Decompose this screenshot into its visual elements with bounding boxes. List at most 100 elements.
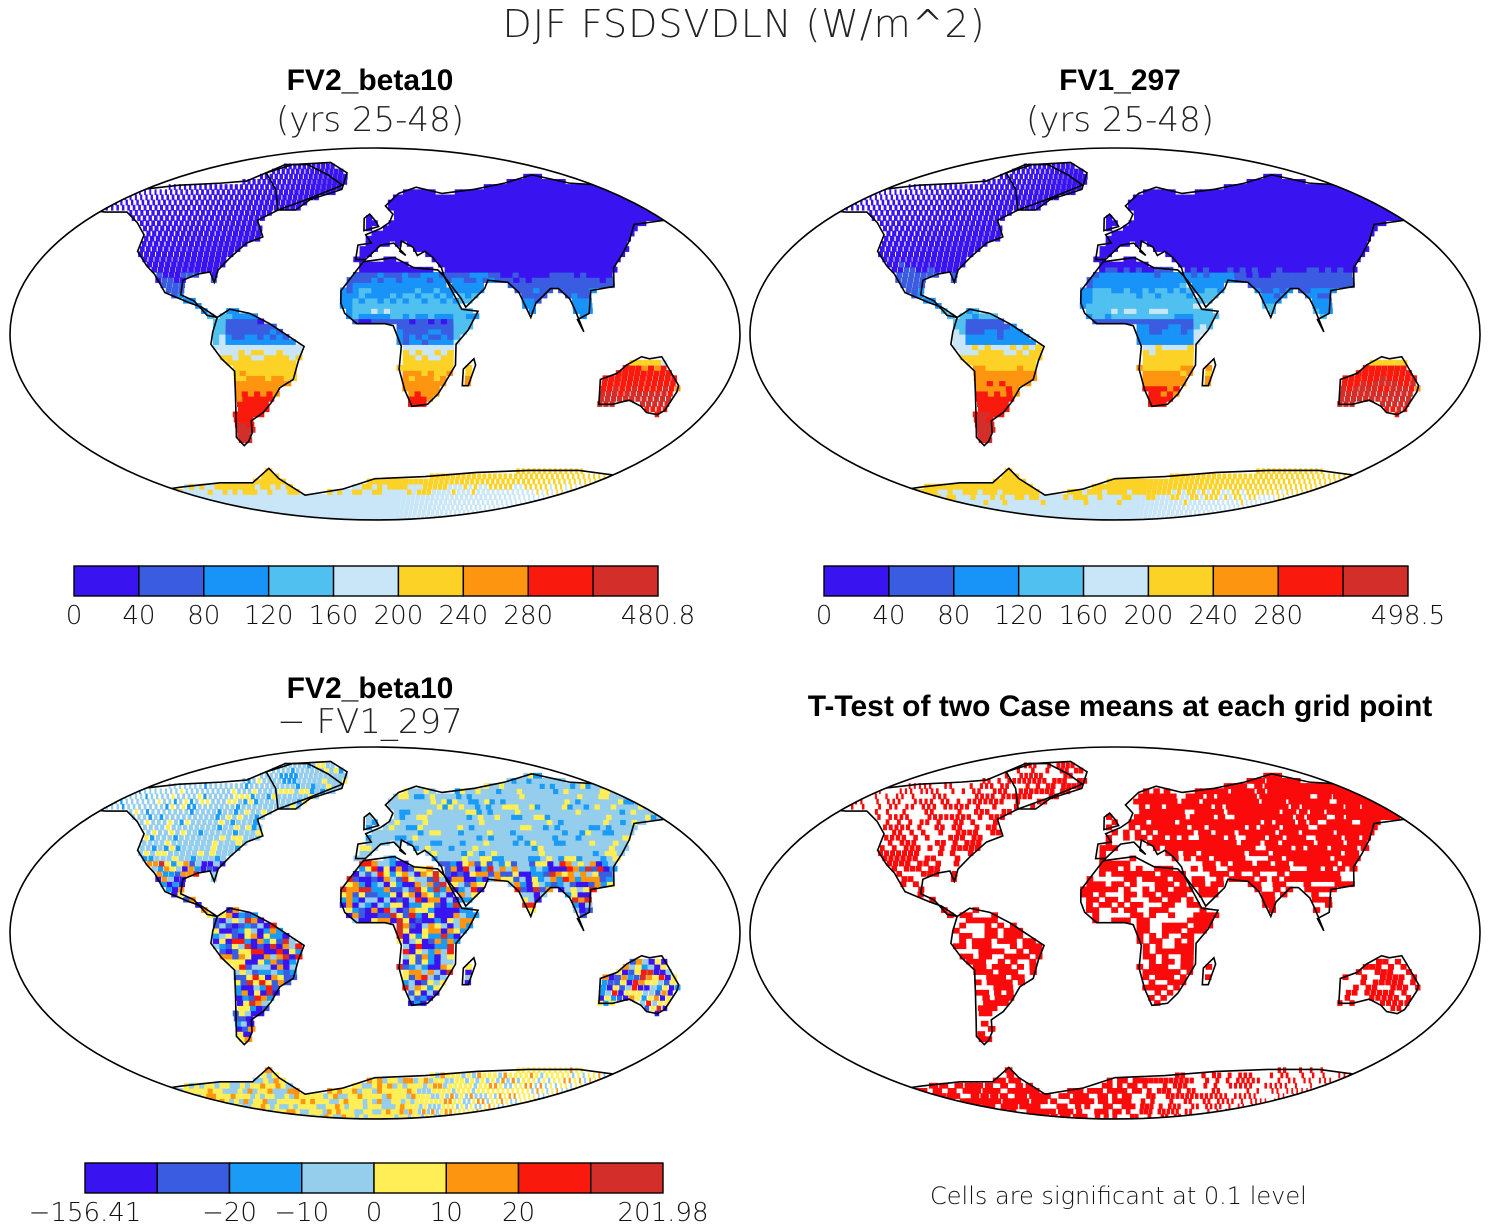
grid-cell (848, 494, 861, 500)
grid-cell (1303, 478, 1306, 485)
grid-cell (572, 204, 582, 211)
grid-cell (272, 489, 281, 495)
grid-cell (1143, 514, 1148, 520)
grid-cell (238, 411, 247, 418)
grid-cell (574, 277, 583, 283)
grid-cell (544, 483, 547, 490)
grid-cell (129, 210, 133, 216)
grid-cell (1278, 251, 1287, 258)
grid-cell (972, 318, 979, 325)
grid-cell (650, 215, 661, 221)
grid-cell (888, 256, 894, 263)
grid-cell (204, 184, 207, 190)
grid-cell (976, 396, 984, 402)
grid-cell (1259, 483, 1263, 490)
grid-cell (478, 483, 483, 490)
grid-cell (275, 483, 283, 490)
grid-cell (366, 483, 373, 490)
grid-cell (996, 406, 1004, 413)
grid-cell (284, 173, 288, 180)
grid-cell (1174, 225, 1182, 232)
grid-cell (990, 411, 999, 418)
grid-cell (1009, 328, 1017, 335)
grid-cell (1282, 241, 1291, 247)
grid-cell (249, 401, 257, 407)
grid-cell (259, 385, 267, 392)
grid-cell (888, 225, 893, 232)
grid-cell (440, 303, 448, 309)
grid-cell (974, 421, 983, 428)
grid-cell (570, 256, 579, 263)
grid-cell (955, 251, 962, 258)
grid-cell (561, 489, 563, 495)
grid-cell (169, 246, 175, 252)
grid-cell (1320, 272, 1328, 278)
grid-cell (843, 494, 856, 500)
grid-cell (448, 246, 456, 252)
grid-cell (516, 189, 526, 196)
grid-cell (365, 277, 372, 283)
grid-cell (1129, 256, 1137, 263)
grid-cell (1130, 308, 1138, 314)
grid-cell (400, 225, 407, 232)
grid-cell (512, 509, 514, 516)
grid-cell (1166, 489, 1172, 495)
grid-cell (1154, 504, 1159, 511)
grid-cell (1354, 380, 1360, 387)
grid-cell (445, 287, 454, 294)
grid-cell (141, 509, 154, 516)
grid-cell (286, 499, 294, 506)
grid-cell (516, 199, 525, 206)
grid-cell (183, 184, 187, 190)
grid-cell (165, 215, 169, 221)
grid-cell (454, 246, 462, 252)
grid-cell (1369, 359, 1376, 366)
grid-cell (569, 282, 578, 289)
grid-cell (596, 489, 597, 495)
grid-cell (1148, 277, 1156, 283)
grid-cell (607, 380, 614, 387)
grid-cell (1288, 266, 1297, 273)
grid-cell (585, 199, 596, 206)
grid-cell (1280, 473, 1284, 480)
grid-cell (1352, 241, 1362, 247)
grid-cell (398, 514, 403, 520)
grid-cell (1284, 230, 1293, 237)
grid-cell (1169, 235, 1177, 242)
grid-cell (219, 354, 227, 361)
grid-cell (216, 494, 226, 500)
grid-cell (459, 478, 465, 485)
grid-cell (1061, 504, 1068, 511)
grid-cell (587, 509, 590, 516)
grid-cell (617, 215, 627, 221)
grid-cell (1016, 349, 1024, 356)
grid-cell (204, 504, 215, 511)
grid-cell (1180, 297, 1188, 304)
grid-cell (1092, 313, 1100, 320)
grid-cell (464, 282, 472, 289)
grid-cell (1148, 380, 1156, 387)
grid-cell (1299, 261, 1308, 268)
grid-cell (253, 514, 263, 520)
grid-cell (1319, 308, 1327, 314)
grid-cell (605, 390, 612, 397)
grid-cell (519, 277, 527, 283)
grid-cell (1272, 478, 1276, 485)
grid-cell (251, 354, 259, 361)
grid-cell (1309, 509, 1312, 516)
grid-cell (548, 509, 550, 516)
grid-cell (1273, 230, 1282, 237)
grid-cell (1130, 297, 1137, 304)
grid-cell (252, 189, 257, 196)
grid-cell (487, 473, 492, 480)
grid-cell (968, 246, 975, 252)
grid-cell (1204, 514, 1207, 520)
grid-cell (1196, 473, 1201, 480)
grid-cell (401, 266, 409, 273)
grid-cell (1235, 241, 1243, 247)
grid-cell (383, 272, 391, 278)
grid-cell (271, 380, 279, 387)
grid-cell (365, 246, 373, 252)
grid-cell (1307, 230, 1317, 237)
grid-cell (1320, 514, 1324, 520)
